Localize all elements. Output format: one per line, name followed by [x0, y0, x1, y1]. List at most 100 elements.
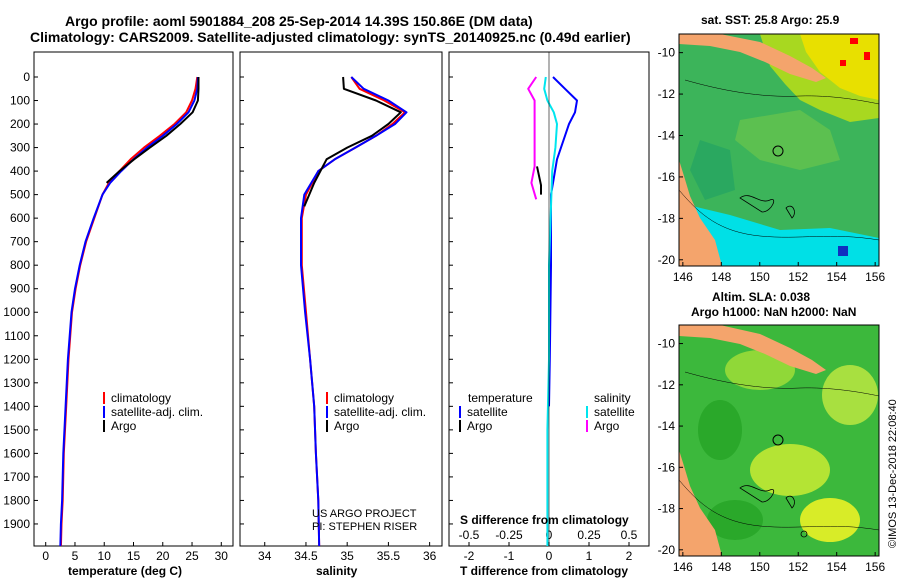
sst-map-frame	[678, 33, 880, 267]
legend-sal-satellite-label: satellite	[594, 405, 635, 419]
legend-climatology-label: climatology	[111, 391, 171, 405]
series-line-satellite-adj-clim-	[59, 76, 199, 546]
sla-map	[678, 324, 880, 557]
depth-tick-label: 100	[10, 94, 30, 108]
map-lat-label: -14	[658, 129, 676, 143]
depth-tick-label: 1300	[3, 376, 30, 390]
legend-satellite-label: satellite-adj. clim.	[334, 405, 426, 419]
sst-hotspot	[850, 38, 858, 44]
depth-axis: 0 100 200 300 400 500 600 700 800 900 1000 1100 1200…	[3, 70, 453, 531]
x-tick-label: 0	[42, 549, 49, 563]
sla-high-anomaly	[822, 365, 878, 425]
depth-tick-label: 1000	[3, 305, 30, 319]
x-tick-label: 1	[586, 549, 593, 563]
map-lat-label: -18	[658, 211, 676, 225]
sst-profile-location-marker	[772, 145, 784, 157]
x-tick-label: 34.5	[294, 549, 318, 563]
legend-temperature-header: temperature	[468, 391, 533, 405]
depth-tick-label: 1900	[3, 517, 30, 531]
legend-climatology-label: climatology	[334, 391, 394, 405]
depth-tick-label: 1600	[3, 446, 30, 460]
map-lon-label: 152	[788, 560, 808, 574]
x-tick-label: 20	[156, 549, 170, 563]
sst-map-title: sat. SST: 25.8 Argo: 25.9	[701, 13, 840, 27]
depth-tick-label: 400	[10, 164, 30, 178]
salinity-xlabel: salinity	[316, 564, 358, 578]
sst-map-axes: 146 148 150 152 154 156 -10 -12 -14 -16 -18 -20	[658, 46, 886, 284]
depth-tick-label: 1200	[3, 352, 30, 366]
map-lon-label: 146	[673, 560, 693, 574]
depth-tick-label: 700	[10, 235, 30, 249]
x-tick-label: 35.5	[377, 549, 401, 563]
x-tick-label: 15	[127, 549, 141, 563]
map-lon-label: 150	[750, 270, 770, 284]
s-diff-tick-label: -0.25	[495, 528, 523, 542]
depth-tick-label: 1800	[3, 493, 30, 507]
series-line-temperature-satellite	[548, 76, 578, 407]
sst-reef-outline	[785, 205, 795, 219]
depth-tick-label: 300	[10, 141, 30, 155]
s-diff-tick-label: 0.5	[621, 528, 638, 542]
s-diff-tick-label: 0.25	[577, 528, 601, 542]
map-lat-label: -12	[658, 378, 676, 392]
map-lon-label: 148	[711, 270, 731, 284]
map-lat-label: -10	[658, 337, 676, 351]
series-line-salinity-argo	[527, 76, 538, 200]
legend-salinity-header: salinity	[594, 391, 631, 405]
map-lon-label: 154	[827, 270, 847, 284]
difference-series	[527, 76, 578, 546]
sst-map	[678, 33, 880, 267]
x-tick-label: -2	[464, 549, 475, 563]
map-lon-label: 150	[750, 560, 770, 574]
temperature-xlabel: temperature (deg C)	[68, 564, 182, 578]
temperature-legend: climatology satellite-adj. clim. Argo	[103, 391, 203, 433]
map-lon-label: 152	[788, 270, 808, 284]
sla-profile-location-marker	[772, 434, 784, 446]
sla-high-anomaly	[800, 498, 860, 542]
legend-temp-argo-label: Argo	[467, 419, 493, 433]
sst-land-new-guinea	[679, 34, 826, 82]
sla-land-australia	[679, 450, 722, 556]
depth-tick-label: 1100	[4, 329, 30, 343]
figure-title-line2: Climatology: CARS2009. Satellite-adjuste…	[30, 29, 631, 45]
legend-temp-satellite-label: satellite	[467, 405, 508, 419]
x-tick-label: 0	[546, 549, 553, 563]
difference-legend: temperature satellite Argo salinity sate…	[459, 391, 635, 433]
salinity-panel-frame	[239, 51, 443, 547]
temperature-series	[59, 76, 200, 546]
sst-land-australia	[679, 160, 722, 266]
figure-title-line1: Argo profile: aoml 5901884_208 25-Sep-20…	[65, 13, 533, 29]
map-lat-label: -10	[658, 46, 676, 60]
x-tick-label: 5	[72, 549, 79, 563]
copyright-stamp: ©IMOS 13-Dec-2018 22:08:40	[887, 399, 899, 548]
sla-high-anomaly	[750, 444, 830, 496]
sst-cold-region	[688, 205, 879, 266]
sla-map-title-line2: Argo h1000: NaN h2000: NaN	[691, 305, 856, 319]
sla-reef-outline	[739, 485, 775, 503]
x-tick-label: 25	[185, 549, 199, 563]
map-lat-label: -14	[658, 419, 676, 433]
legend-satellite-label: satellite-adj. clim.	[111, 405, 203, 419]
temperature-x-axis: 0 5 10 15 20 25 30	[42, 542, 228, 563]
sst-hotspot	[840, 60, 846, 66]
series-line-climatology	[59, 76, 199, 546]
sla-map-frame	[678, 324, 880, 557]
map-lon-label: 154	[827, 560, 847, 574]
x-tick-label: 35	[341, 549, 355, 563]
salinity-x-axis: 34 34.5 35 35.5 36	[258, 542, 437, 563]
sla-low-anomaly	[698, 400, 742, 460]
sla-depth-contour	[684, 371, 880, 397]
map-lat-label: -16	[658, 460, 676, 474]
sla-land-new-guinea	[679, 325, 826, 374]
sla-depth-contour	[678, 479, 880, 531]
depth-tick-label: 0	[23, 70, 30, 84]
s-diff-tick-label: -0.5	[459, 528, 480, 542]
map-lat-label: -20	[658, 253, 676, 267]
sst-coldest-patch	[838, 246, 848, 256]
x-tick-label: 30	[215, 549, 229, 563]
salinity-series	[300, 76, 408, 546]
sla-map-axes: 146 148 150 152 154 156 -10 -12 -14 -16 -18 -20	[658, 337, 886, 574]
series-line-satellite-adj-clim-	[300, 76, 408, 546]
x-tick-label: 34	[258, 549, 272, 563]
